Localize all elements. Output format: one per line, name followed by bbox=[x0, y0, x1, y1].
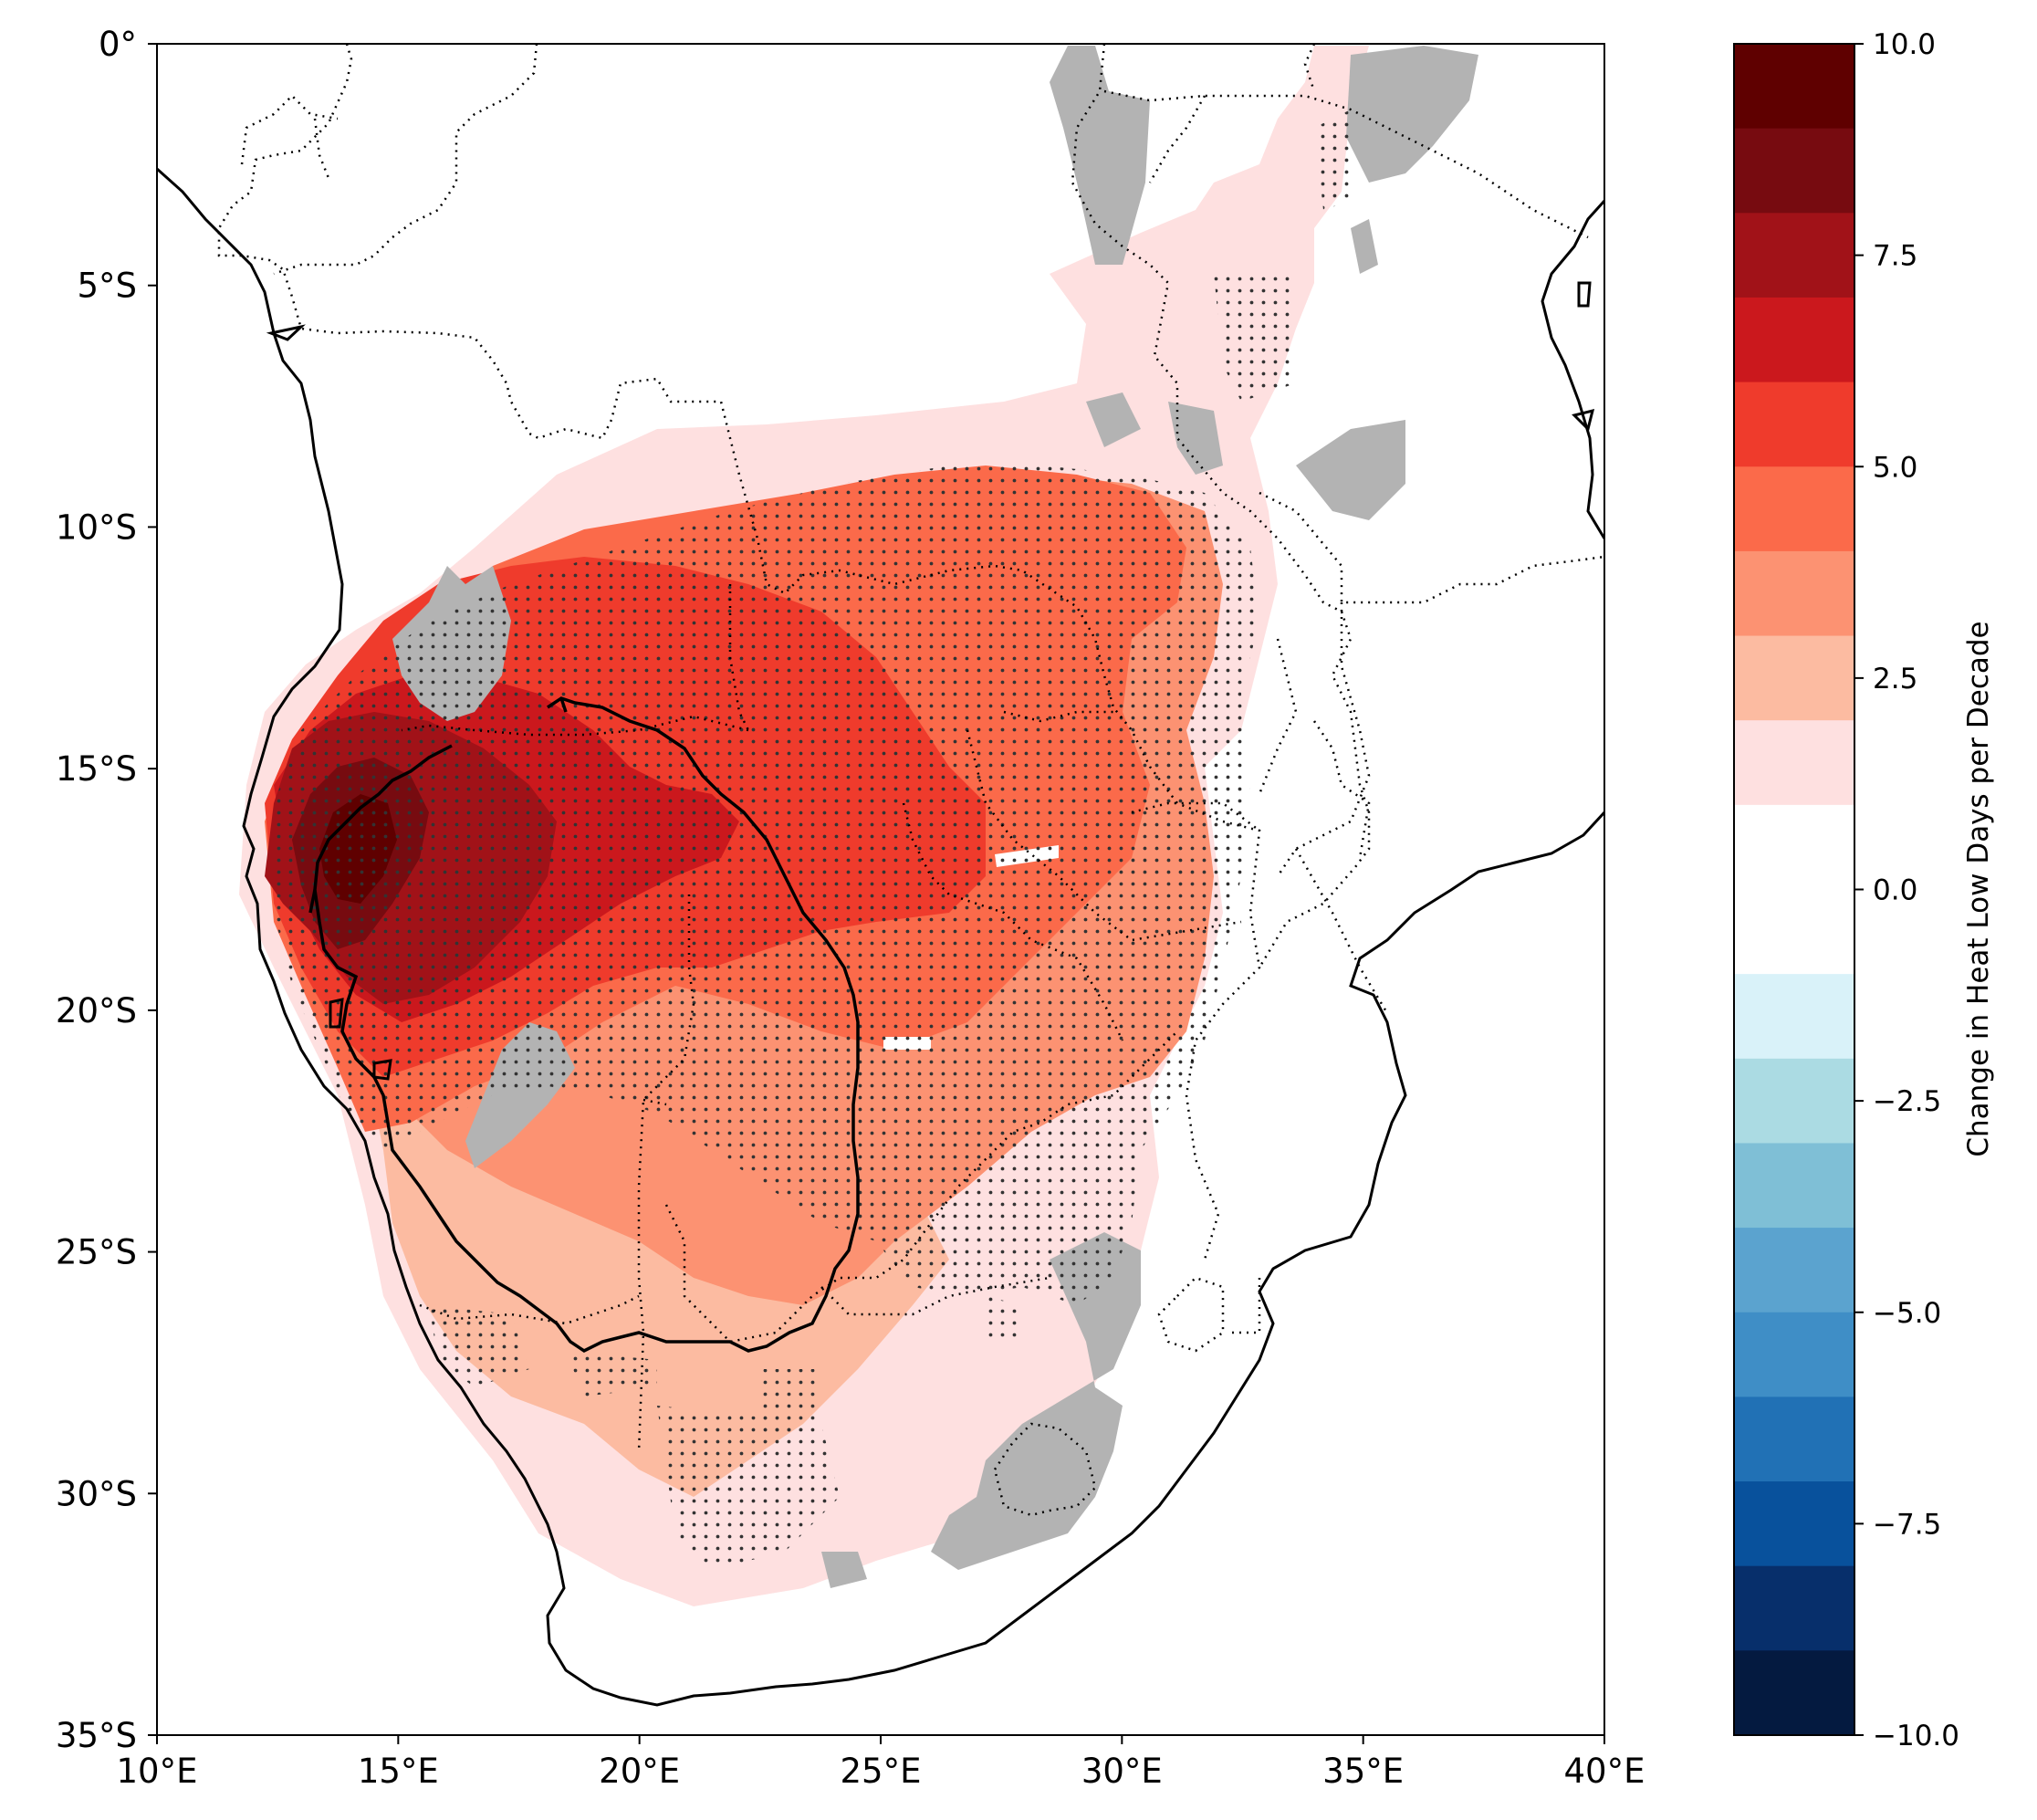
colorbar-swatch bbox=[1734, 1228, 1854, 1313]
colorbar-swatch bbox=[1734, 44, 1854, 130]
colorbar-swatch bbox=[1734, 974, 1854, 1060]
country-borders bbox=[217, 44, 1604, 1517]
x-tick-label: 35°E bbox=[1322, 1752, 1404, 1791]
colorbar-swatch bbox=[1734, 889, 1854, 975]
colorbar-swatch bbox=[1734, 1143, 1854, 1229]
colorbar-swatch bbox=[1734, 466, 1854, 552]
y-tick-label: 0° bbox=[99, 25, 137, 64]
colorbar-tick-label: 7.5 bbox=[1873, 240, 1917, 273]
colorbar-tick-label: 5.0 bbox=[1873, 451, 1917, 484]
colorbar-tick-label: −10.0 bbox=[1873, 1720, 1959, 1752]
map-panel bbox=[157, 44, 1604, 1735]
y-tick-label: 35°S bbox=[56, 1716, 137, 1755]
colorbar-swatch bbox=[1734, 1058, 1854, 1145]
colorbar-label: Change in Heat Low Days per Decade bbox=[1962, 621, 1995, 1156]
colorbar-tick-label: −2.5 bbox=[1873, 1085, 1941, 1118]
colorbar-tick-label: 2.5 bbox=[1873, 663, 1917, 696]
significance-stippling bbox=[274, 110, 1351, 1570]
colorbar-swatch bbox=[1734, 297, 1854, 383]
latitude-axis: 0° 5°S 10°S 15°S 20°S 25°S 30°S 35°S bbox=[56, 25, 157, 1755]
x-tick-label: 30°E bbox=[1081, 1752, 1163, 1791]
colorbar-tick-label: 10.0 bbox=[1873, 28, 1936, 61]
colorbar-swatch bbox=[1734, 1481, 1854, 1567]
x-tick-label: 25°E bbox=[841, 1752, 922, 1791]
colorbar-tick-label: −5.0 bbox=[1873, 1297, 1941, 1330]
y-tick-label: 30°S bbox=[56, 1474, 137, 1513]
colorbar bbox=[1733, 43, 1855, 1736]
x-tick-label: 40°E bbox=[1564, 1752, 1645, 1791]
colorbar-swatch bbox=[1734, 635, 1854, 721]
longitude-axis: 10°E 15°E 20°E 25°E 30°E 35°E 40°E bbox=[117, 1735, 1645, 1791]
x-tick-label: 10°E bbox=[117, 1752, 198, 1791]
colorbar-swatch bbox=[1734, 128, 1854, 214]
colorbar-swatch bbox=[1734, 1396, 1854, 1482]
colorbar-swatch bbox=[1734, 1650, 1854, 1736]
colorbar-swatch bbox=[1734, 550, 1854, 637]
colorbar-ticks: 10.0 7.5 5.0 2.5 0.0 −2.5 −5.0 −7.5 −10.0 bbox=[1854, 28, 1959, 1752]
colorbar-swatch bbox=[1734, 1565, 1854, 1651]
y-tick-label: 25°S bbox=[56, 1233, 137, 1272]
colorbar-swatch bbox=[1734, 213, 1854, 298]
x-tick-label: 15°E bbox=[358, 1752, 439, 1791]
y-tick-label: 10°S bbox=[56, 507, 137, 547]
colorbar-swatch bbox=[1734, 720, 1854, 806]
colorbar-swatch bbox=[1734, 382, 1854, 467]
heat-low-contour bbox=[308, 696, 860, 1354]
y-tick-label: 15°S bbox=[56, 749, 137, 789]
colorbar-tick-label: −7.5 bbox=[1873, 1508, 1941, 1541]
y-tick-label: 5°S bbox=[77, 267, 137, 306]
coastlines bbox=[157, 167, 1604, 1707]
y-tick-label: 20°S bbox=[56, 991, 137, 1030]
x-tick-label: 20°E bbox=[599, 1752, 680, 1791]
colorbar-swatch bbox=[1734, 804, 1854, 891]
colorbar-tick-label: 0.0 bbox=[1873, 874, 1917, 907]
colorbar-swatch bbox=[1734, 1312, 1854, 1397]
